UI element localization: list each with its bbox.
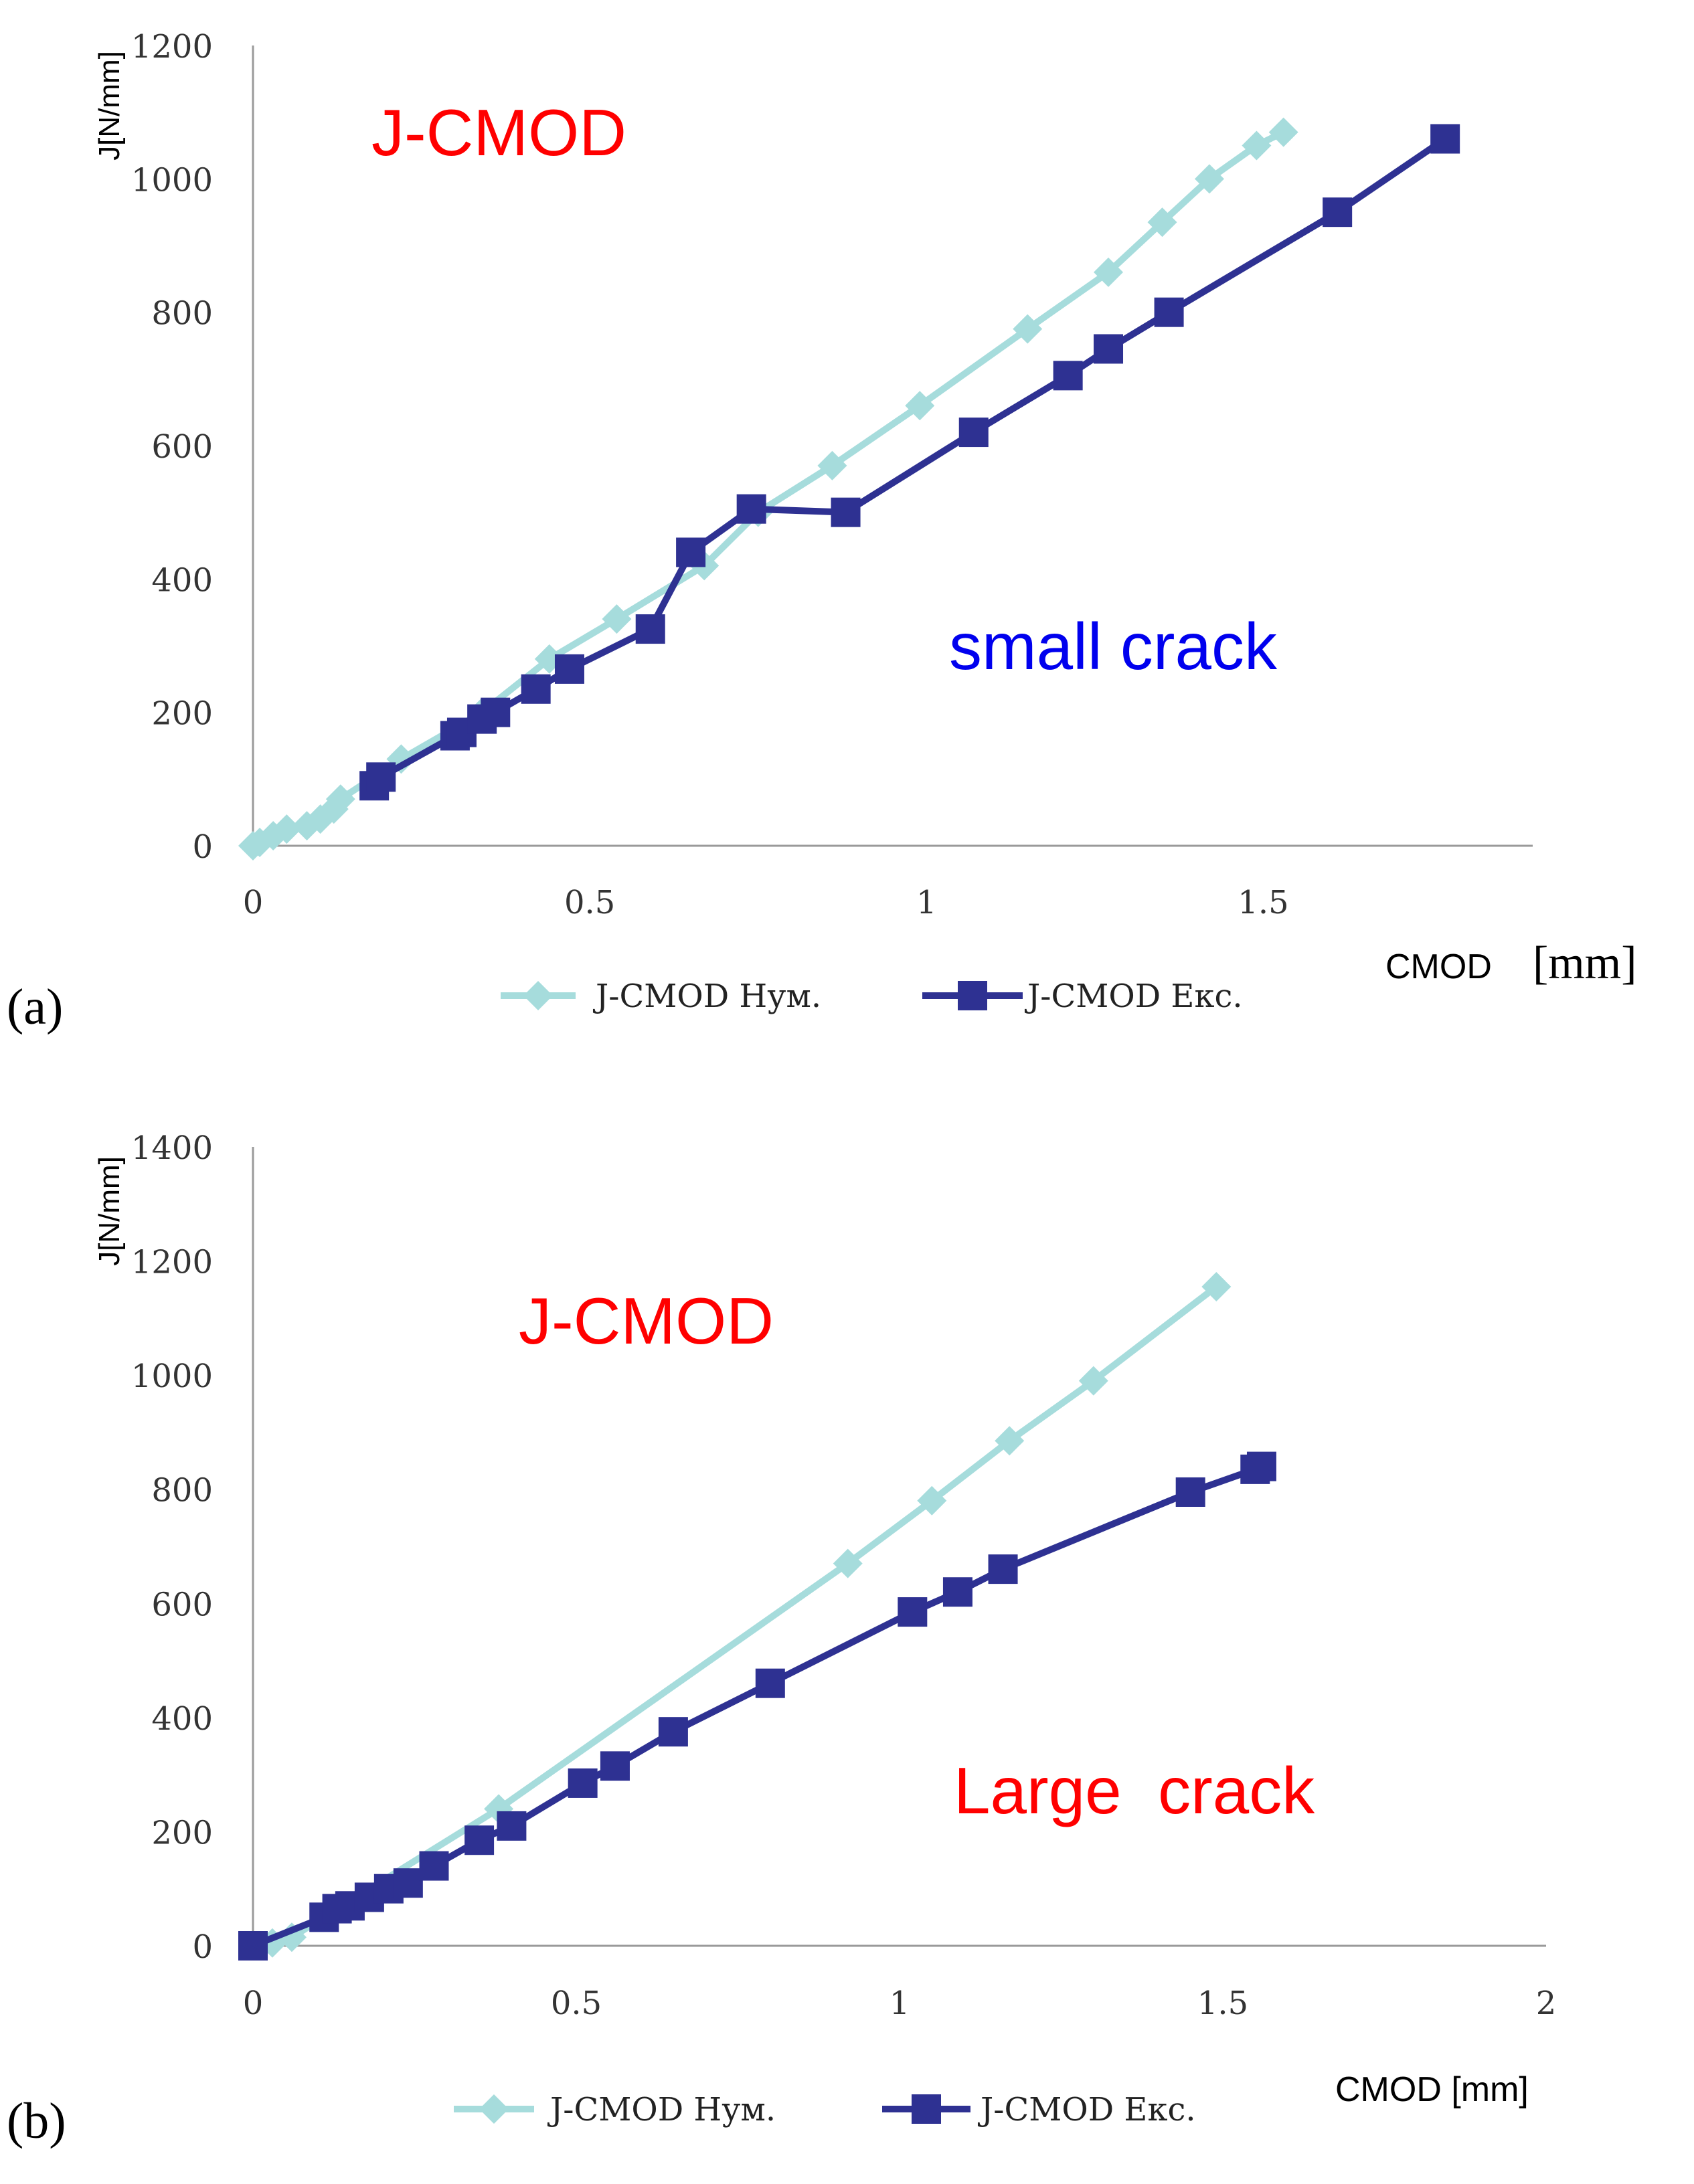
x-tick-label: 1 bbox=[916, 884, 937, 921]
x-axis-label: CMOD bbox=[1385, 947, 1492, 986]
x-tick-label: 0 bbox=[243, 1985, 264, 2022]
data-point-diamond bbox=[1147, 207, 1177, 238]
data-point-diamond bbox=[602, 604, 632, 634]
legend-label-experimental: J-CMOD Екс. bbox=[977, 2091, 1196, 2128]
data-point-diamond bbox=[272, 814, 302, 844]
series-numerical bbox=[238, 1271, 1232, 1961]
chart-panel-b: 0 200 400 600 800 1000 1200 1400 0 0.5 1 1.5 2 J[N/mm… bbox=[7, 1129, 1556, 2149]
chart-title: J-CMOD bbox=[519, 1284, 774, 1358]
data-point-diamond bbox=[1013, 314, 1043, 344]
data-point-square bbox=[1430, 124, 1460, 154]
y-tick-label: 1400 bbox=[131, 1129, 213, 1167]
data-point-diamond bbox=[917, 1485, 947, 1516]
series-numerical bbox=[238, 117, 1298, 860]
y-tick-label: 400 bbox=[151, 561, 213, 599]
legend: J-CMOD Нум. J-CMOD Екс. bbox=[501, 978, 1243, 1015]
y-tick-label: 1000 bbox=[131, 1358, 213, 1395]
series-line bbox=[252, 1283, 1219, 1949]
data-point-square bbox=[736, 494, 766, 524]
data-point-square bbox=[755, 1668, 785, 1698]
y-tick-label: 600 bbox=[151, 428, 213, 466]
y-tick-label: 1200 bbox=[131, 1244, 213, 1281]
y-tick-label: 400 bbox=[151, 1700, 213, 1738]
chart-panel-a: 0 200 400 600 800 1000 1200 0 0.5 1 1.5 J[N/mm] CMOD… bbox=[7, 28, 1637, 1035]
legend: J-CMOD Нум. J-CMOD Екс. bbox=[454, 2091, 1196, 2128]
series-experimental bbox=[359, 124, 1460, 801]
data-point-diamond bbox=[817, 450, 847, 480]
x-tick-label: 0 bbox=[243, 884, 264, 921]
legend-marker-numerical bbox=[523, 981, 553, 1010]
y-tick-label: 1000 bbox=[131, 161, 213, 199]
data-point-square bbox=[481, 697, 511, 727]
panel-label: (a) bbox=[7, 979, 63, 1035]
data-point-square bbox=[958, 418, 989, 448]
data-point-square bbox=[419, 1851, 449, 1881]
y-tick-label: 800 bbox=[151, 295, 213, 333]
x-tick-label: 2 bbox=[1536, 1985, 1557, 2022]
x-axis-label: CMOD [mm] bbox=[1335, 2070, 1529, 2109]
data-point-square bbox=[658, 1717, 688, 1747]
data-point-square bbox=[1175, 1477, 1205, 1507]
data-point-diamond bbox=[995, 1426, 1025, 1456]
data-point-square bbox=[521, 674, 551, 704]
crack-annotation: small crack bbox=[949, 610, 1278, 683]
x-axis-unit: [mm] bbox=[1533, 937, 1637, 989]
data-point-square bbox=[942, 1577, 972, 1607]
data-point-square bbox=[1154, 297, 1184, 327]
data-point-diamond bbox=[905, 391, 935, 421]
y-tick-label: 200 bbox=[151, 1814, 213, 1851]
legend-label-numerical: J-CMOD Нум. bbox=[547, 2091, 776, 2128]
data-point-square bbox=[1323, 197, 1353, 227]
legend-marker-experimental bbox=[958, 981, 987, 1010]
y-tick-label: 1200 bbox=[131, 28, 213, 66]
data-point-square bbox=[831, 497, 861, 527]
data-point-diamond bbox=[833, 1548, 863, 1578]
x-tick-label: 0.5 bbox=[564, 884, 615, 921]
legend-marker-experimental bbox=[912, 2094, 941, 2124]
data-point-square bbox=[898, 1597, 928, 1627]
legend-marker-numerical bbox=[479, 2094, 509, 2124]
y-tick-label: 200 bbox=[151, 695, 213, 733]
legend-label-experimental: J-CMOD Екс. bbox=[1024, 978, 1243, 1015]
data-point-diamond bbox=[1078, 1366, 1108, 1396]
data-point-square bbox=[568, 1768, 598, 1798]
data-point-square bbox=[635, 614, 665, 644]
data-point-diamond bbox=[1194, 164, 1224, 194]
data-point-diamond bbox=[325, 784, 355, 814]
y-axis-label: J[N/mm] bbox=[93, 51, 126, 161]
data-point-square bbox=[1246, 1451, 1276, 1481]
data-point-square bbox=[464, 1825, 495, 1855]
x-tick-label: 1.5 bbox=[1238, 884, 1288, 921]
data-point-square bbox=[238, 1931, 268, 1961]
y-tick-label: 0 bbox=[192, 1928, 213, 1966]
data-point-square bbox=[554, 654, 584, 684]
data-point-diamond bbox=[1268, 117, 1298, 147]
legend-label-numerical: J-CMOD Нум. bbox=[592, 978, 821, 1015]
data-point-diamond bbox=[1242, 130, 1272, 161]
chart-title: J-CMOD bbox=[371, 96, 626, 169]
data-point-square bbox=[366, 762, 396, 792]
y-tick-label: 600 bbox=[151, 1586, 213, 1623]
series-experimental bbox=[238, 1451, 1276, 1961]
data-point-diamond bbox=[1094, 257, 1124, 287]
data-point-square bbox=[600, 1751, 630, 1781]
crack-annotation: Large crack bbox=[954, 1754, 1315, 1827]
data-point-square bbox=[393, 1868, 423, 1898]
data-point-square bbox=[988, 1554, 1018, 1584]
x-tick-label: 1.5 bbox=[1197, 1985, 1248, 2022]
series-line bbox=[251, 129, 1285, 849]
data-point-square bbox=[676, 537, 706, 567]
x-tick-label: 1 bbox=[890, 1985, 910, 2022]
panel-label: (b) bbox=[7, 2093, 66, 2149]
data-point-square bbox=[1094, 334, 1124, 364]
data-point-square bbox=[497, 1811, 527, 1841]
y-tick-label: 800 bbox=[151, 1472, 213, 1510]
y-axis-label: J[N/mm] bbox=[93, 1156, 126, 1266]
data-point-square bbox=[1053, 361, 1083, 391]
x-tick-label: 0.5 bbox=[551, 1985, 602, 2022]
y-tick-label: 0 bbox=[192, 828, 213, 866]
data-point-diamond bbox=[1201, 1271, 1232, 1301]
